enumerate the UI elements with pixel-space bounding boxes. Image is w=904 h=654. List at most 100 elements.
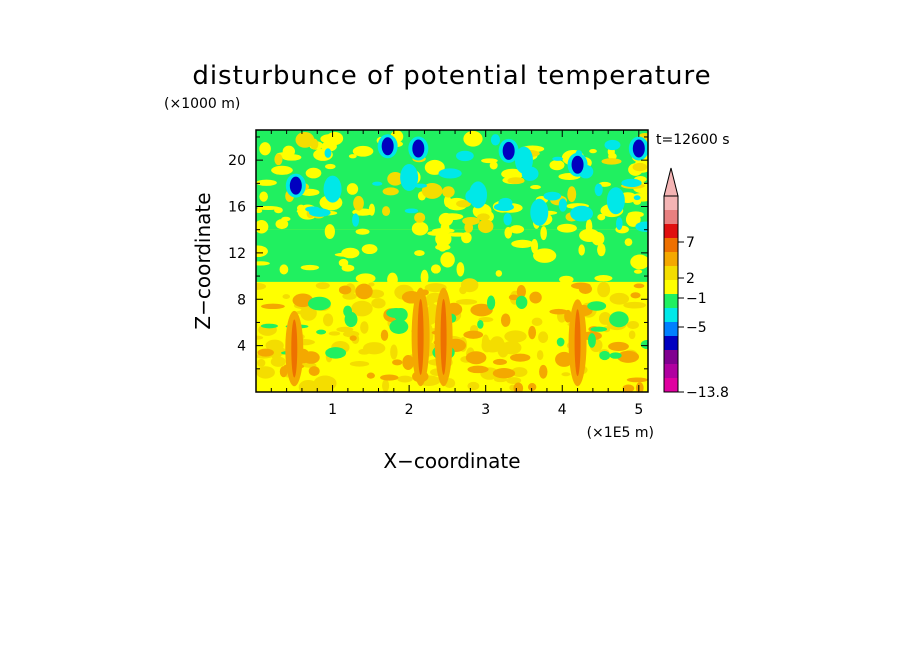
cell (632, 139, 645, 158)
field-speckle (270, 356, 286, 367)
field-speckle (425, 295, 440, 301)
field-speckle (380, 329, 389, 341)
x-unit-label: (×1E5 m) (587, 425, 654, 441)
field-speckle (623, 301, 647, 309)
field-speckle (256, 208, 263, 214)
field-speckle (594, 275, 613, 282)
cell (412, 139, 425, 158)
field-speckle (597, 281, 611, 298)
field-speckle (298, 379, 319, 392)
plume-core (574, 309, 581, 377)
field-speckle (492, 368, 516, 379)
field-speckle (597, 213, 606, 221)
x-tick-label: 5 (634, 402, 643, 418)
field-speckle (300, 264, 320, 271)
field-speckle (355, 283, 373, 300)
colorbar-arrow (663, 167, 679, 197)
field-speckle (561, 372, 571, 377)
field-speckle (338, 258, 349, 267)
field-speckle (334, 252, 359, 257)
field-features (285, 134, 648, 387)
colorbar: 7 2 −1 −5 −13.8 (663, 167, 729, 401)
y-tick-label: 20 (228, 153, 246, 169)
field-speckle (455, 298, 478, 305)
colorbar-tick-label: 7 (686, 235, 695, 251)
field-speckle (363, 342, 386, 355)
field-speckle (464, 221, 474, 233)
field-speckle (556, 337, 565, 347)
y-unit-label: (×1000 m) (164, 96, 240, 112)
field-speckle (633, 269, 643, 274)
field-speckle (442, 186, 455, 198)
field-speckle (587, 301, 607, 311)
colorbar-bin (664, 266, 678, 280)
field-speckle (421, 182, 443, 199)
field-speckle (279, 264, 289, 275)
field-speckle (578, 283, 593, 295)
field-speckle (414, 183, 428, 188)
field-speckle (372, 181, 383, 186)
y-tick-label: 12 (228, 246, 246, 262)
field-speckle (632, 162, 648, 172)
field-speckle (490, 134, 501, 146)
field-speckle (465, 351, 487, 365)
field-speckle (360, 321, 369, 334)
colorbar-frame (663, 195, 679, 393)
field-speckle (260, 323, 278, 329)
x-tick-label: 3 (481, 402, 490, 418)
colorbar-tick-label: −1 (686, 291, 707, 307)
cell (571, 155, 584, 174)
y-tick-label: 16 (228, 200, 246, 216)
field-speckle (320, 134, 340, 144)
field-layers (256, 130, 648, 392)
field-speckle (621, 178, 642, 188)
colorbar-bin (664, 294, 678, 308)
field-speckle (528, 383, 537, 391)
field-speckle (389, 319, 409, 334)
plot-area (256, 130, 648, 392)
x-axis-label: X−coordinate (383, 449, 520, 473)
field-speckle (461, 232, 472, 244)
field-speckle (387, 171, 404, 186)
field-speckle (259, 191, 268, 202)
plume-core (417, 299, 424, 375)
field-speckle (414, 212, 426, 223)
colorbar-bin (664, 350, 678, 364)
field-speckle (328, 331, 341, 336)
field-speckle (275, 218, 289, 230)
field-speckle (598, 311, 612, 325)
field-speckle (609, 352, 622, 359)
field-speckle (601, 158, 622, 165)
field-speckle (617, 350, 640, 363)
field-speckle (316, 329, 327, 335)
cell (400, 164, 419, 192)
field-speckle (633, 195, 641, 201)
field-speckle (627, 211, 644, 218)
field-speckle (324, 163, 336, 170)
field-speckle (393, 308, 408, 322)
field-speckle (257, 348, 274, 357)
field-speckle (538, 331, 549, 343)
plot-frame (255, 129, 649, 393)
field-speckle (402, 354, 414, 371)
field-speckle (404, 208, 419, 214)
field-speckle (477, 219, 494, 234)
field-speckle (308, 208, 331, 217)
x-tick-label: 1 (328, 402, 337, 418)
field-speckle (349, 361, 370, 367)
field-speckle (371, 298, 386, 309)
field-speckle (567, 186, 577, 203)
field-speckle (604, 139, 621, 151)
time-label: t=12600 s (656, 132, 730, 148)
field-speckle (315, 282, 330, 290)
field-speckle (346, 183, 359, 195)
field-speckle (324, 148, 332, 158)
field-speckle (609, 292, 630, 305)
field-speckle (509, 225, 525, 234)
field-speckle (427, 230, 446, 236)
field-speckle (307, 296, 331, 311)
field-speckle (578, 244, 585, 256)
field-speckle (368, 282, 375, 287)
field-speckle (336, 326, 354, 333)
